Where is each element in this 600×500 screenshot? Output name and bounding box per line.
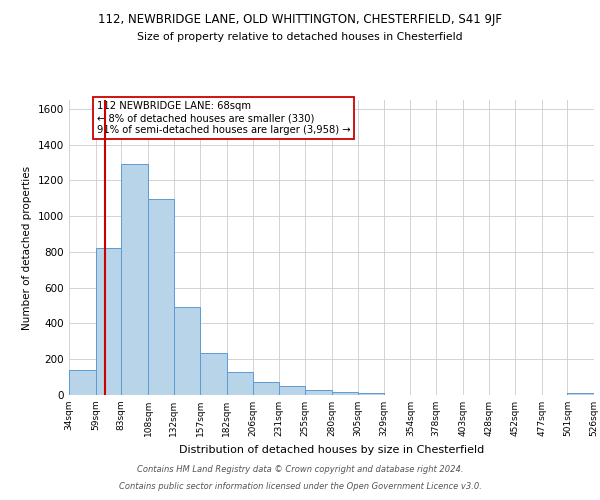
Bar [331, 392, 358, 395]
Text: Contains public sector information licensed under the Open Government Licence v3: Contains public sector information licen… [119, 482, 481, 491]
Bar [121, 164, 148, 395]
Bar [305, 390, 332, 395]
Bar [173, 308, 200, 395]
Text: Size of property relative to detached houses in Chesterfield: Size of property relative to detached ho… [137, 32, 463, 42]
Bar [227, 372, 253, 395]
Bar [200, 353, 227, 395]
Bar [148, 199, 173, 395]
Bar [358, 393, 384, 395]
Text: 112, NEWBRIDGE LANE, OLD WHITTINGTON, CHESTERFIELD, S41 9JF: 112, NEWBRIDGE LANE, OLD WHITTINGTON, CH… [98, 12, 502, 26]
Bar [568, 393, 594, 395]
Bar [253, 382, 279, 395]
Bar [279, 386, 305, 395]
Text: 112 NEWBRIDGE LANE: 68sqm
← 8% of detached houses are smaller (330)
91% of semi-: 112 NEWBRIDGE LANE: 68sqm ← 8% of detach… [97, 102, 350, 134]
Bar [69, 370, 95, 395]
Bar [95, 248, 121, 395]
Y-axis label: Number of detached properties: Number of detached properties [22, 166, 32, 330]
X-axis label: Distribution of detached houses by size in Chesterfield: Distribution of detached houses by size … [179, 444, 484, 454]
Text: Contains HM Land Registry data © Crown copyright and database right 2024.: Contains HM Land Registry data © Crown c… [137, 465, 463, 474]
